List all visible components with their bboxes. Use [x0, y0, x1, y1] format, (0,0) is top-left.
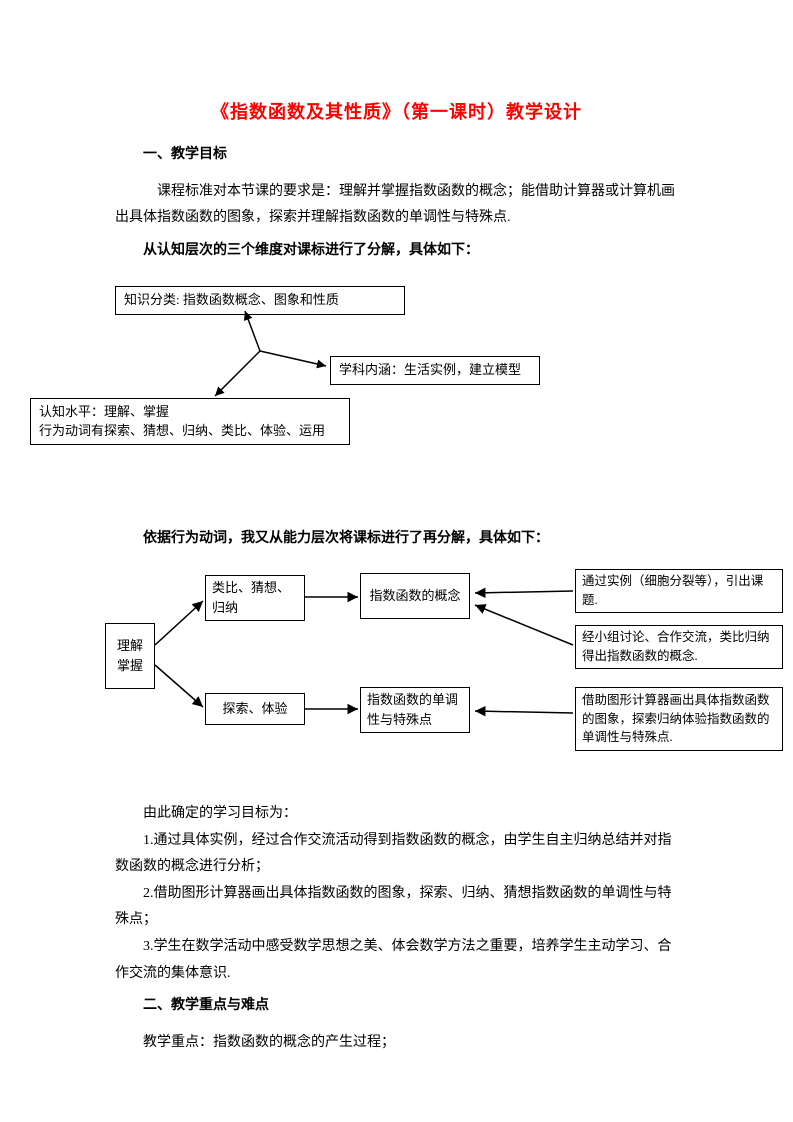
- diagram2: 理解掌握 类比、猜想、归纳 探索、体验 指数函数的概念 指数函数的单调性与特殊点…: [105, 563, 785, 783]
- page-title: 《指数函数及其性质》（第一课时）教学设计: [115, 98, 678, 124]
- page-root: 《指数函数及其性质》（第一课时）教学设计 一、教学目标 课程标准对本节课的要求是…: [0, 0, 793, 1056]
- goal-item-2: 2.借助图形计算器画出具体指数函数的图象，探索、归纳、猜想指数函数的单调性与特殊…: [115, 881, 678, 934]
- section2-p1: 教学重点：指数函数的概念的产生过程；: [115, 1030, 678, 1057]
- d2-arrows: [105, 563, 785, 783]
- goal-item-3: 3.学生在数学活动中感受数学思想之美、体会数学方法之重要，培养学生主动学习、合作…: [115, 934, 678, 987]
- goal-intro: 由此确定的学习目标为：: [115, 801, 678, 828]
- goal-item-1: 1.通过具体实例，经过合作交流活动得到指数函数的概念，由学生自主归纳总结并对指数…: [115, 828, 678, 881]
- section1-paragraph1: 课程标准对本节课的要求是：理解并掌握指数函数的概念；能借助计算器或计算机画出具体…: [115, 179, 678, 232]
- section2-heading: 二、教学重点与难点: [115, 993, 678, 1020]
- section1-bold3: 依据行为动词，我又从能力层次将课标进行了再分解，具体如下：: [115, 526, 678, 553]
- d1-axis-lines: [30, 276, 590, 476]
- diagram1: 知识分类: 指数函数概念、图象和性质 学科内涵：生活实例，建立模型 认知水平：理…: [30, 276, 590, 476]
- section1-heading: 一、教学目标: [115, 142, 678, 169]
- section1-bold2: 从认知层次的三个维度对课标进行了分解，具体如下：: [115, 238, 678, 265]
